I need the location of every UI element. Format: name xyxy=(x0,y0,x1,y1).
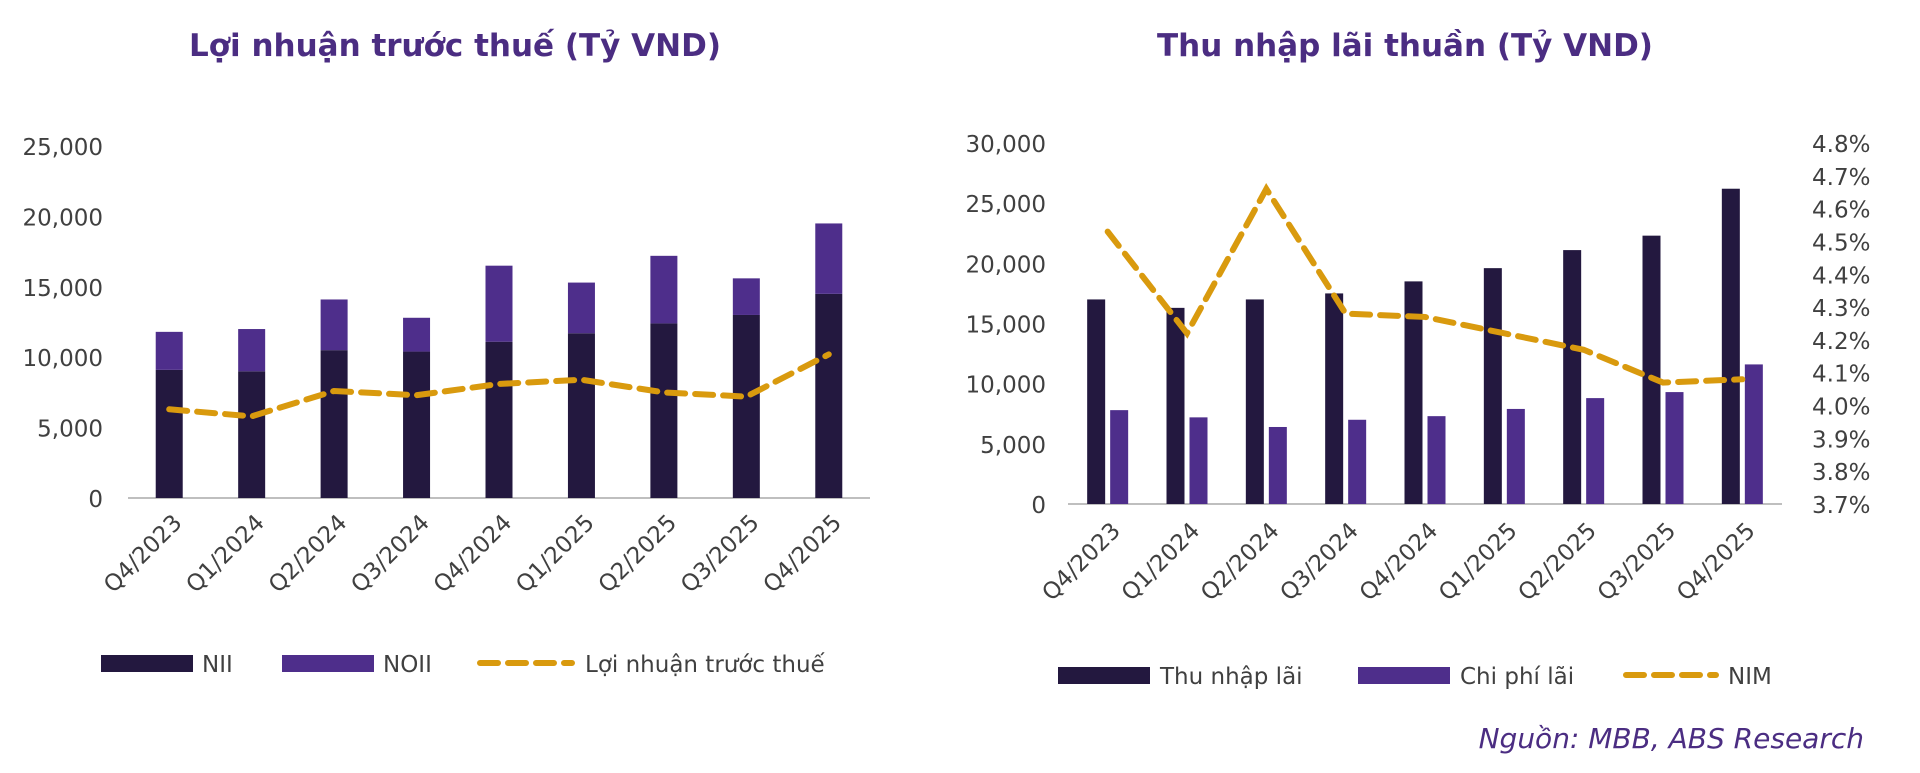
chart1-category-label: Q3/2024 xyxy=(346,510,434,598)
chart2-category-label: Q2/2024 xyxy=(1196,518,1284,606)
chart1-bar-noii xyxy=(485,265,513,342)
chart2-bar-interest-income xyxy=(1325,293,1344,504)
chart1-legend-nii-label: NII xyxy=(202,652,233,678)
chart2-bar-interest-income xyxy=(1245,299,1264,504)
chart2-ytick-label: 5,000 xyxy=(980,433,1046,459)
chart2-bar-interest-expense xyxy=(1189,417,1208,504)
chart1-bar-nii xyxy=(155,369,183,498)
chart2-y2tick-label: 3.9% xyxy=(1812,427,1870,453)
chart2-category-label: Q1/2024 xyxy=(1117,518,1205,606)
chart2-y2tick-label: 4.1% xyxy=(1812,362,1870,388)
chart1-bar-nii xyxy=(403,351,431,498)
chart2-bar-interest-expense xyxy=(1665,392,1684,504)
chart1-ytick-label: 5,000 xyxy=(37,417,103,443)
chart1-category-label: Q4/2023 xyxy=(99,510,187,598)
chart1-ytick-label: 10,000 xyxy=(23,346,103,372)
chart2-legend-income-swatch xyxy=(1058,667,1150,684)
chart2-bar-interest-expense xyxy=(1586,398,1605,504)
chart1-category-label: Q2/2025 xyxy=(594,510,682,598)
chart1-bar-noii xyxy=(320,299,348,351)
chart1-bar-nii xyxy=(485,341,513,498)
chart1-bar-nii xyxy=(238,371,266,498)
chart1-legend-nii-swatch xyxy=(101,655,193,672)
chart1-bar-noii xyxy=(650,255,678,324)
chart1-legend-noii-swatch xyxy=(282,655,374,672)
chart1-bar-noii xyxy=(155,331,183,370)
chart1-ytick-label: 25,000 xyxy=(23,135,103,161)
chart2-y2tick-label: 4.6% xyxy=(1812,198,1870,224)
chart2-y2tick-label: 3.8% xyxy=(1812,460,1870,486)
chart1-bar-noii xyxy=(403,317,431,352)
chart2-category-label: Q2/2025 xyxy=(1513,518,1601,606)
chart1-legend-pbt-label: Lợi nhuận trước thuế xyxy=(585,652,826,678)
chart1-plot: 25,00020,00015,00010,0005,0000Q4/2023Q1/… xyxy=(23,135,870,678)
chart2-bar-interest-income xyxy=(1563,250,1582,504)
chart2-bar-interest-income xyxy=(1166,307,1185,504)
chart1-category-label: Q4/2024 xyxy=(429,510,517,598)
chart1-category-label: Q1/2025 xyxy=(511,510,599,598)
chart1-bar-noii xyxy=(815,223,843,294)
chart1-category-label: Q4/2025 xyxy=(759,510,847,598)
chart2-legend-expense-label: Chi phí lãi xyxy=(1460,664,1574,690)
chart2-y2tick-label: 4.7% xyxy=(1812,165,1870,191)
chart1-category-label: Q2/2024 xyxy=(264,510,352,598)
chart2-legend-expense-swatch xyxy=(1358,667,1450,684)
chart2-ytick-label: 20,000 xyxy=(966,252,1046,278)
chart2-title: Thu nhập lãi thuần (Tỷ VND) xyxy=(1157,28,1653,64)
chart2-category-label: Q4/2025 xyxy=(1672,518,1760,606)
chart2-legend-nim-label: NIM xyxy=(1728,664,1772,690)
chart2-y2tick-label: 4.4% xyxy=(1812,263,1870,289)
chart2-bar-interest-income xyxy=(1642,235,1661,504)
chart2-y2tick-label: 4.2% xyxy=(1812,329,1870,355)
chart2-legend-income-label: Thu nhập lãi xyxy=(1159,664,1303,690)
chart2-bar-interest-expense xyxy=(1427,416,1446,504)
chart2-y2tick-label: 3.7% xyxy=(1812,493,1870,519)
chart2-line-nim xyxy=(1104,183,1746,386)
chart2-bar-interest-income xyxy=(1483,268,1502,504)
chart2-ytick-label: 15,000 xyxy=(966,313,1046,339)
chart2-y2tick-label: 4.8% xyxy=(1812,132,1870,158)
chart2-ytick-label: 30,000 xyxy=(966,132,1046,158)
chart2-bar-interest-expense xyxy=(1268,426,1287,504)
chart2-plot: 30,000 25,000 20,000 15,000 10,000 5,000 0 4.8%… xyxy=(966,132,1871,690)
chart1-category-label: Q1/2024 xyxy=(181,510,269,598)
chart2-ytick-label: 0 xyxy=(1031,493,1046,519)
chart2-category-label: Q3/2024 xyxy=(1275,518,1363,606)
chart1-category-label: Q3/2025 xyxy=(676,510,764,598)
chart1-bar-nii xyxy=(650,323,678,498)
chart2-bar-interest-income xyxy=(1087,299,1106,504)
chart1-ytick-label: 0 xyxy=(88,487,103,513)
chart2-category-label: Q4/2023 xyxy=(1037,518,1125,606)
chart1-line-pbt xyxy=(166,351,832,420)
chart2-y2tick-label: 4.3% xyxy=(1812,296,1870,322)
chart2-category-label: Q4/2024 xyxy=(1355,518,1443,606)
chart2-y2tick-label: 4.5% xyxy=(1812,230,1870,256)
chart2-bar-interest-expense xyxy=(1348,419,1367,504)
source-note: Nguồn: MBB, ABS Research xyxy=(1478,722,1864,755)
chart1-bar-nii xyxy=(567,333,595,498)
chart1-bar-nii xyxy=(815,293,843,498)
chart1-legend-noii-label: NOII xyxy=(383,652,432,678)
chart2-bar-interest-expense xyxy=(1744,364,1763,504)
chart1-bar-noii xyxy=(238,329,266,372)
chart2-bar-interest-income xyxy=(1721,188,1740,504)
chart1-bar-nii xyxy=(732,314,760,498)
chart1-ytick-label: 20,000 xyxy=(23,205,103,231)
chart2-y2tick-label: 4.0% xyxy=(1812,395,1870,421)
chart2-category-label: Q3/2025 xyxy=(1593,518,1681,606)
chart2-bar-interest-income xyxy=(1404,281,1423,504)
chart1-ytick-label: 15,000 xyxy=(23,276,103,302)
chart1-bar-noii xyxy=(732,278,760,315)
chart2-bar-interest-expense xyxy=(1506,408,1525,504)
chart2-ytick-label: 10,000 xyxy=(966,373,1046,399)
chart1-bar-nii xyxy=(320,350,348,498)
chart1-title: Lợi nhuận trước thuế (Tỷ VND) xyxy=(189,28,721,64)
chart2-category-label: Q1/2025 xyxy=(1434,518,1522,606)
chart2-ytick-label: 25,000 xyxy=(966,192,1046,218)
chart1-bar-noii xyxy=(567,282,595,334)
chart2-bar-interest-expense xyxy=(1110,410,1129,504)
